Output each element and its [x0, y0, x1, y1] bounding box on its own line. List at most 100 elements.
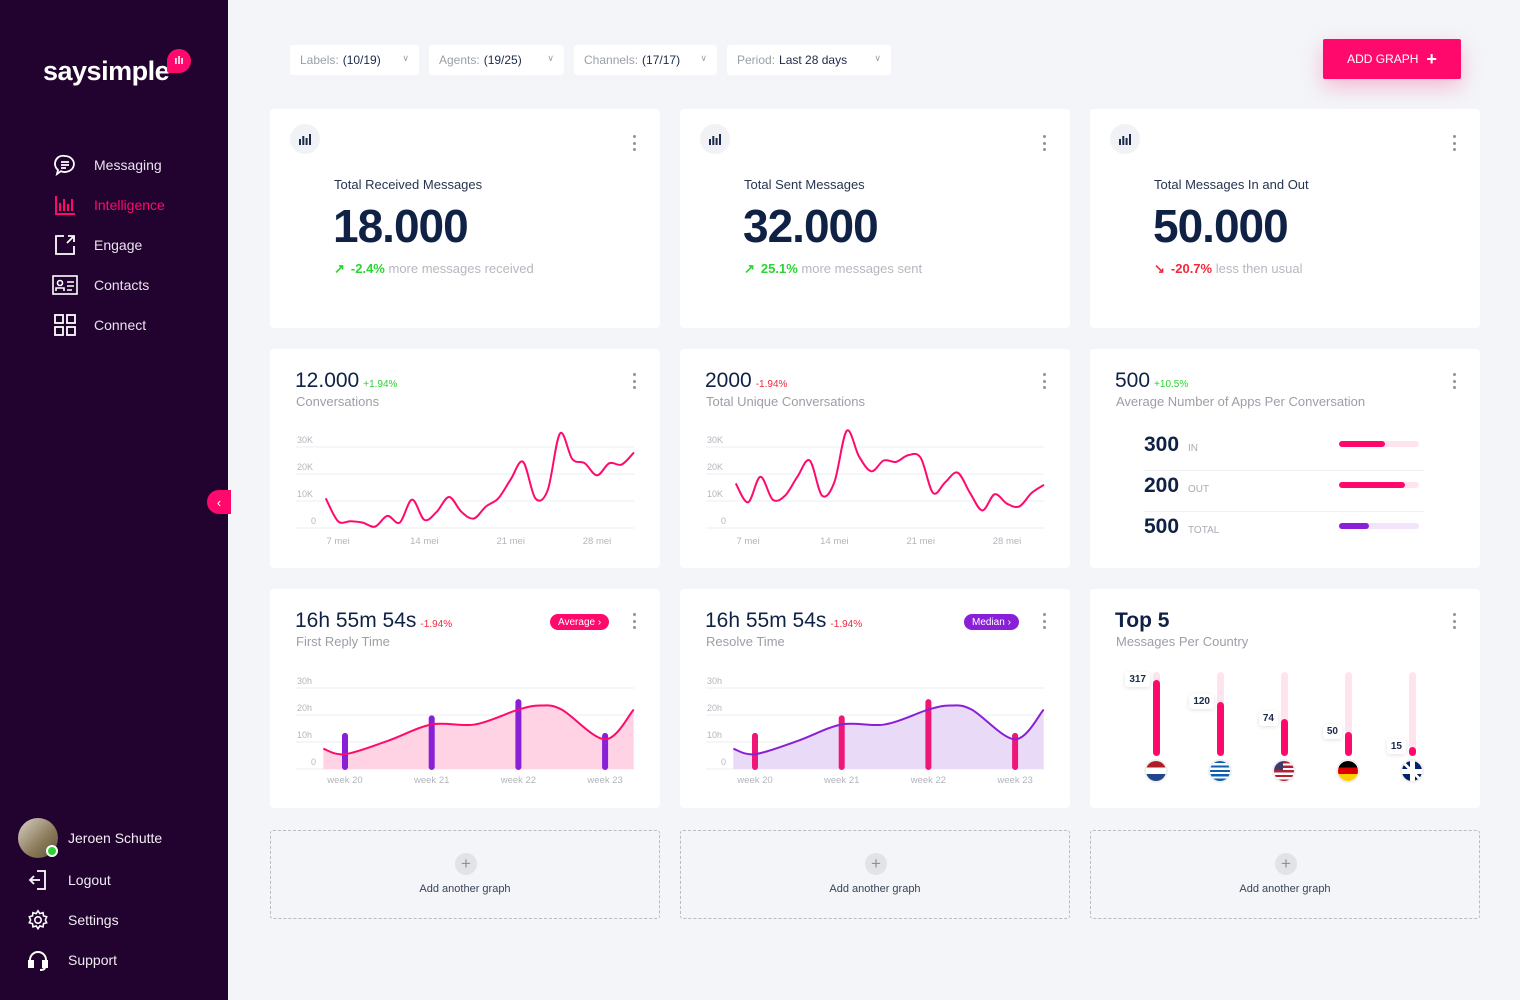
- country-bar-fill: [1345, 731, 1352, 756]
- chevron-down-icon: ∨: [874, 53, 881, 63]
- netherlands-flag-icon: [1146, 761, 1166, 781]
- country-bar: [1345, 672, 1352, 756]
- x-tick-label: 28 mei: [583, 536, 612, 547]
- country-value-label: 15: [1386, 738, 1406, 754]
- median-toggle[interactable]: Median ›: [964, 614, 1019, 630]
- value: 500: [1115, 369, 1151, 392]
- sidebar-item-intelligence[interactable]: Intelligence: [52, 192, 165, 218]
- more-options-icon[interactable]: [1452, 135, 1456, 151]
- settings-button[interactable]: Settings: [26, 908, 119, 932]
- filter-label: Labels:: [300, 53, 339, 67]
- channels-filter[interactable]: Channels: (17/17) ∨: [574, 45, 717, 75]
- conversations-card: 12.000 +1.94% Conversations 0 10K 20K 30K 7 m…: [270, 349, 660, 568]
- add-another-graph-slot[interactable]: + Add another graph: [1090, 830, 1480, 919]
- add-another-graph-slot[interactable]: + Add another graph: [680, 830, 1070, 919]
- headset-icon: [26, 948, 50, 972]
- x-tick-label: week 23: [996, 775, 1032, 786]
- kpi-note: less then usual: [1215, 261, 1303, 276]
- uk-flag-icon: [1402, 761, 1422, 781]
- series-line: [732, 704, 1045, 756]
- unique-conversations-chart: 0 10K 20K 30K 7 mei 14 mei 21 mei 28 mei: [706, 429, 1045, 547]
- card-value: 16h 55m 54s -1.94%: [295, 609, 452, 633]
- settings-label: Settings: [68, 912, 119, 928]
- average-toggle[interactable]: Average ›: [550, 614, 610, 630]
- y-tick-label: 30K: [297, 435, 313, 445]
- change: -1.94%: [755, 379, 788, 390]
- stat-progress-bar: [1339, 441, 1419, 447]
- period-filter[interactable]: Period: Last 28 days ∨: [727, 45, 891, 75]
- collapse-sidebar-button[interactable]: ‹: [207, 490, 231, 514]
- kpi-title: Total Received Messages: [334, 177, 483, 192]
- apps-per-conversation-card: 500 +10.5% Average Number of Apps Per Con…: [1090, 349, 1480, 568]
- card-value: 16h 55m 54s -1.94%: [705, 609, 862, 633]
- sidebar-item-engage[interactable]: Engage: [52, 232, 142, 258]
- stat-value: 200: [1144, 474, 1180, 497]
- y-tick-label: 0: [311, 757, 316, 767]
- arrow-up-right-icon: ↗: [334, 261, 345, 276]
- add-graph-button[interactable]: ADD GRAPH +: [1323, 39, 1461, 79]
- stat-label: IN: [1188, 443, 1198, 454]
- country-bar-fill: [1409, 746, 1416, 756]
- grid-icon: [52, 312, 78, 338]
- sidebar-item-contacts[interactable]: Contacts: [52, 272, 149, 298]
- logo-sound-icon: ılı: [167, 49, 191, 73]
- plus-icon: +: [455, 853, 477, 875]
- kpi-card: Total Messages In and Out 50.000 ↘ -20.7%…: [1090, 109, 1480, 328]
- add-another-graph-slot[interactable]: + Add another graph: [270, 830, 660, 919]
- stat-progress-fill: [1339, 523, 1370, 529]
- more-options-icon[interactable]: [1452, 613, 1456, 629]
- value: 2000: [705, 369, 752, 392]
- change: +1.94%: [363, 379, 398, 390]
- x-tick-label: week 22: [500, 775, 536, 786]
- kpi-change: -20.7%: [1170, 261, 1213, 276]
- more-options-icon[interactable]: [1452, 373, 1456, 389]
- stat-row: 200 OUT: [1144, 472, 1424, 512]
- filter-value: (10/19): [342, 53, 381, 67]
- sidebar-item-messaging[interactable]: Messaging: [52, 152, 162, 178]
- card-value: 12.000 +1.94%: [295, 369, 397, 393]
- series-line: [734, 429, 1045, 512]
- more-options-icon[interactable]: [632, 613, 636, 629]
- more-options-icon[interactable]: [1042, 613, 1046, 629]
- sidebar-item-label: Connect: [94, 317, 147, 333]
- card-subtitle: Average Number of Apps Per Conversation: [1116, 394, 1366, 409]
- y-tick-label: 20K: [707, 462, 723, 472]
- more-options-icon[interactable]: [1042, 373, 1046, 389]
- support-button[interactable]: Support: [26, 948, 117, 972]
- kpi-change: -2.4%: [350, 261, 385, 276]
- stat-value: 300: [1144, 433, 1180, 456]
- sidebar-item-label: Contacts: [94, 277, 150, 293]
- country-bar: [1409, 672, 1416, 756]
- online-status-icon: [46, 845, 58, 857]
- value: 16h 55m 54s: [705, 609, 827, 632]
- y-tick-label: 0: [721, 516, 726, 526]
- kpi-value: 50.000: [1153, 200, 1289, 252]
- kpi-note: more messages sent: [801, 261, 923, 276]
- x-tick-label: 14 mei: [410, 536, 439, 547]
- bar-chart-icon: [700, 124, 730, 154]
- country-value-label: 74: [1258, 711, 1278, 727]
- card-value: 500 +10.5%: [1115, 369, 1188, 393]
- logout-label: Logout: [68, 872, 111, 888]
- sidebar-item-connect[interactable]: Connect: [52, 312, 146, 338]
- labels-filter[interactable]: Labels: (10/19) ∨: [290, 45, 419, 75]
- series-area: [733, 705, 1044, 769]
- more-options-icon[interactable]: [632, 135, 636, 151]
- logout-button[interactable]: Logout: [26, 868, 111, 892]
- add-another-label: Add another graph: [829, 883, 921, 895]
- logout-icon: [26, 868, 50, 892]
- stat-progress-bar: [1339, 523, 1419, 529]
- y-tick-label: 30h: [297, 676, 312, 686]
- more-options-icon[interactable]: [1042, 135, 1046, 151]
- sidebar-item-label: Intelligence: [94, 197, 165, 213]
- agents-filter[interactable]: Agents: (19/25) ∨: [429, 45, 564, 75]
- card-subtitle: Total Unique Conversations: [706, 394, 865, 409]
- x-tick-label: week 21: [413, 775, 449, 786]
- bar-chart-icon: [290, 124, 320, 154]
- user-name[interactable]: Jeroen Schutte: [68, 830, 162, 846]
- x-tick-label: 21 mei: [496, 536, 525, 547]
- series-line: [324, 431, 635, 528]
- y-tick-label: 0: [721, 757, 726, 767]
- more-options-icon[interactable]: [632, 373, 636, 389]
- plus-icon: +: [1426, 48, 1437, 69]
